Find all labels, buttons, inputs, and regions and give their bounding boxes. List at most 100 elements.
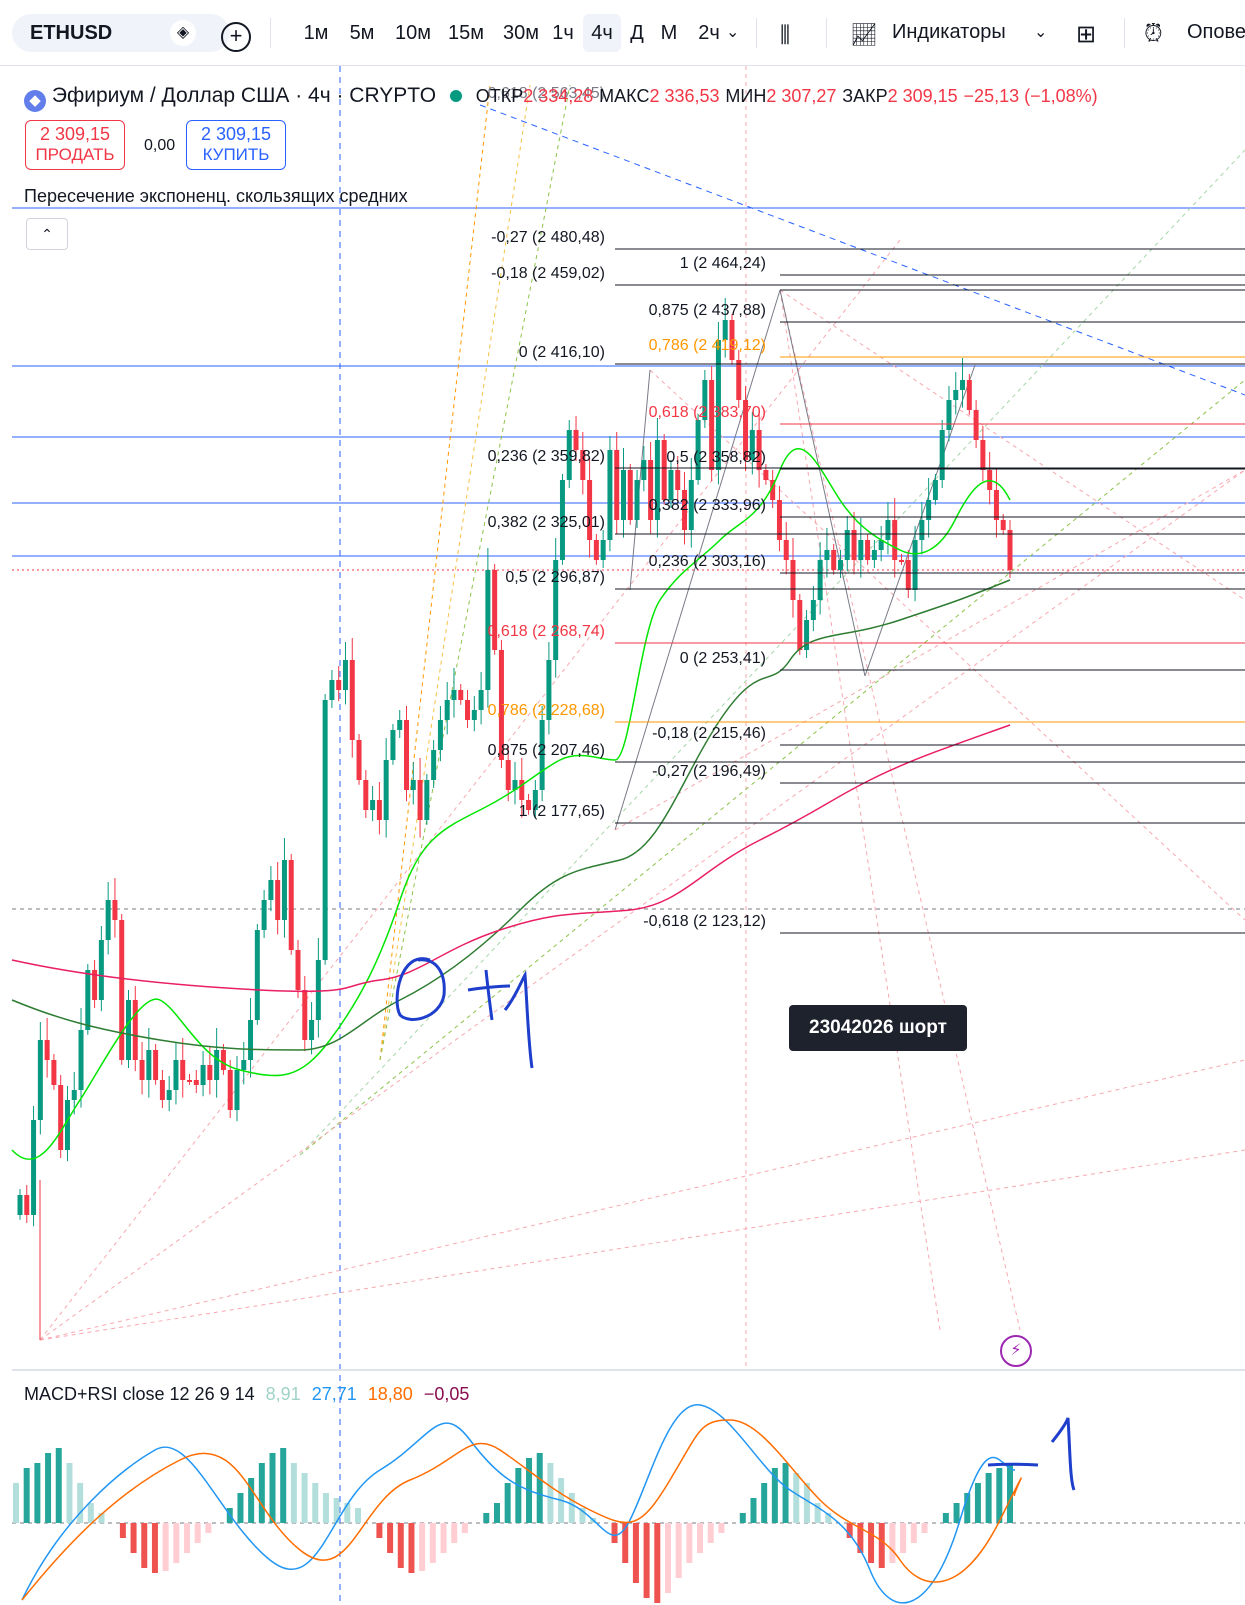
candle — [51, 1060, 57, 1085]
macd-histogram-bar — [355, 1508, 362, 1523]
macd-histogram-bar — [953, 1503, 960, 1523]
symbol-search[interactable]: ETHUSD ◈ — [12, 14, 230, 52]
macd-histogram-bar — [333, 1498, 340, 1523]
add-symbol-button[interactable]: + — [221, 22, 251, 52]
collapse-button[interactable]: ⌃ — [26, 218, 68, 250]
divider — [270, 18, 271, 48]
timeframe-5[interactable]: 30м — [503, 22, 539, 44]
divider — [826, 18, 827, 48]
candle — [526, 800, 532, 810]
candle — [661, 440, 667, 500]
macd-histogram-bar — [515, 1468, 522, 1523]
legend-title: Эфириум / Доллар США · 4ч · CRYPTO — [51, 84, 437, 107]
layouts-icon[interactable]: ⊞ — [1076, 21, 1097, 48]
timeframe-1[interactable]: 1м — [303, 22, 329, 44]
macd-histogram-bar — [632, 1523, 639, 1583]
candle — [207, 1065, 213, 1080]
macd-histogram-bar — [312, 1483, 319, 1523]
candle — [370, 800, 376, 810]
macd-histogram-bar — [910, 1523, 917, 1543]
high-label: МАКС — [599, 86, 650, 106]
macd-histogram-bar — [964, 1493, 971, 1523]
timeframe-2[interactable]: 5м — [349, 22, 375, 44]
candle — [519, 780, 525, 800]
handwriting — [395, 957, 1076, 1491]
chevron-down-icon[interactable]: ⌄ — [726, 24, 740, 41]
candle — [810, 600, 816, 620]
candle — [580, 450, 586, 480]
macd-histogram-bar — [654, 1523, 661, 1603]
macd-pane — [13, 1404, 1022, 1604]
candle — [932, 480, 938, 500]
note-label[interactable]: 23042026 шорт — [789, 1005, 967, 1051]
buy-button[interactable]: 2 309,15 КУПИТЬ — [186, 120, 286, 170]
candle — [844, 530, 850, 560]
candle — [620, 470, 626, 520]
macd-histogram-bar — [782, 1463, 789, 1523]
candle — [119, 920, 125, 1060]
indicators-icon[interactable]: 📈︎ — [850, 22, 878, 47]
macd-histogram-bar — [536, 1453, 543, 1523]
change-value: −25,13 (−1,08%) — [963, 86, 1098, 106]
timeframe-3[interactable]: 10м — [395, 22, 431, 44]
candle — [410, 780, 416, 790]
candle — [187, 1080, 193, 1082]
spread-value: 0,00 — [144, 137, 176, 154]
macd-histogram-bar — [205, 1523, 212, 1533]
indicator-label[interactable]: Пересечение экспоненц. скользящих средни… — [24, 186, 408, 206]
candle — [159, 1080, 165, 1100]
macd-histogram-bar — [718, 1523, 725, 1533]
fib-label: 0,236 (2 359,82) — [488, 448, 605, 465]
candle — [539, 720, 545, 790]
status-dot-icon — [449, 90, 462, 102]
macd-histogram-bar — [579, 1508, 586, 1523]
candle — [64, 1100, 70, 1150]
candle — [241, 1060, 247, 1070]
candle — [675, 470, 681, 490]
alarm-icon[interactable]: ⏰︎ — [1144, 20, 1163, 47]
candle — [329, 680, 335, 700]
signal-line — [21, 1419, 1022, 1601]
diamond-icon[interactable]: ◈ — [170, 20, 196, 46]
candle — [322, 700, 328, 960]
macd-histogram-bar — [429, 1523, 436, 1563]
lightning-icon[interactable]: ⚡︎ — [1000, 1335, 1032, 1367]
timeframe-8[interactable]: Д — [630, 22, 644, 44]
macd-histogram-bar — [258, 1463, 265, 1523]
macd-histogram-bar — [151, 1523, 158, 1573]
timeframe-10[interactable]: 2ч — [698, 22, 720, 44]
candles-icon[interactable]: ⫼ — [780, 22, 791, 47]
candle — [498, 650, 504, 760]
candle — [905, 560, 911, 590]
fib-label: 0,236 (2 303,16) — [649, 553, 766, 570]
candle — [980, 440, 986, 470]
timeframe-4[interactable]: 15м — [448, 22, 484, 44]
macd-histogram-bar — [942, 1513, 949, 1523]
fib-label: -0,18 (2 459,02) — [491, 265, 605, 282]
fan-line — [379, 84, 571, 1061]
macd-histogram-bar — [974, 1483, 981, 1523]
macd-legend[interactable]: MACD+RSI close 12 26 9 14 8,91 27,71 18,… — [24, 1384, 469, 1405]
macd-histogram-bar — [376, 1523, 383, 1538]
indicators-button[interactable]: Индикаторы — [892, 21, 1006, 43]
macd-histogram-bar — [23, 1468, 30, 1523]
close-value: 2 309,15 — [887, 86, 958, 106]
sell-button[interactable]: 2 309,15 ПРОДАТЬ — [25, 120, 125, 170]
macd-histogram-bar — [269, 1453, 276, 1523]
candle — [797, 600, 803, 650]
candle — [485, 570, 491, 690]
candle — [939, 430, 945, 480]
macd-histogram-bar — [194, 1523, 201, 1543]
timeframe-7[interactable]: 4ч — [583, 14, 621, 52]
chevron-down-icon[interactable]: ⌄ — [1034, 24, 1048, 41]
candle — [790, 560, 796, 600]
macd-histogram-bar — [846, 1523, 853, 1538]
candle — [146, 1050, 152, 1080]
timeframe-6[interactable]: 1ч — [552, 22, 574, 44]
macd-histogram-bar — [900, 1523, 907, 1553]
candle — [654, 440, 660, 520]
timeframe-9[interactable]: М — [660, 22, 678, 44]
alert-button[interactable]: Опове — [1187, 21, 1245, 43]
candle — [641, 460, 647, 480]
